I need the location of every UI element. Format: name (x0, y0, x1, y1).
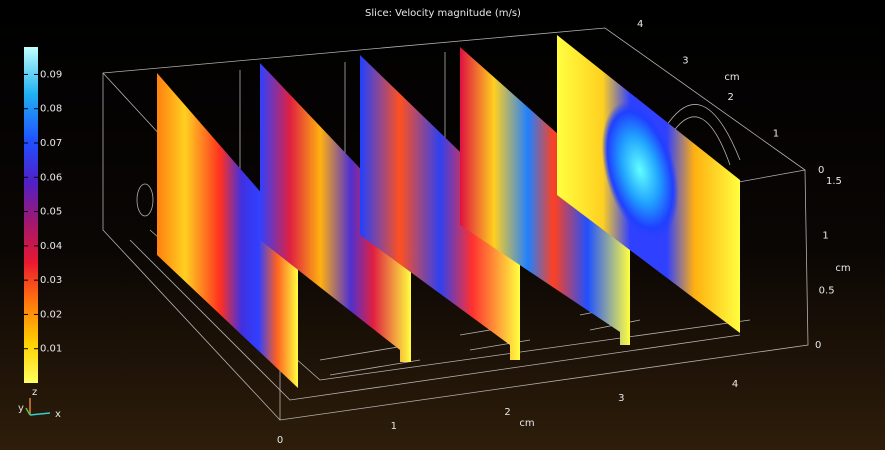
z-tick-label: 1.5 (826, 176, 842, 187)
x-tick-label: 3 (618, 393, 624, 404)
slice (157, 73, 298, 388)
z-tick-label: 0 (815, 340, 821, 351)
triad-axis (29, 412, 51, 416)
z-tick-label: 1 (822, 231, 828, 242)
x-axis-label: cm (519, 418, 534, 429)
colorbar-tick-label: 0.01 (40, 344, 62, 355)
x-tick-label: 4 (732, 379, 738, 390)
y-axis-label: cm (724, 72, 739, 83)
chart-title: Slice: Velocity magnitude (m/s) (365, 8, 521, 19)
z-axis-label: cm (835, 263, 850, 274)
x-tick-label: 1 (391, 421, 397, 432)
triad-axis (25, 407, 31, 416)
slice (360, 55, 520, 360)
slice (260, 63, 411, 362)
colorbar-tick-label: 0.09 (40, 69, 62, 80)
colorbar-tick-label: 0.03 (40, 275, 62, 286)
triad-label: x (55, 409, 61, 420)
colorbar-tick-label: 0.04 (40, 241, 62, 252)
z-tick-label: 0.5 (819, 285, 835, 296)
y-tick-label: 3 (682, 56, 688, 67)
colorbar-tick-label: 0.08 (40, 104, 62, 115)
y-tick-label: 0 (818, 165, 824, 176)
colorbar-tick-label: 0.02 (40, 309, 62, 320)
slice (460, 47, 630, 345)
triad-label: z (32, 387, 37, 398)
colorbar (24, 47, 38, 383)
triad: z y x (18, 387, 61, 420)
y-tick-label: 2 (728, 92, 734, 103)
colorbar-tick-label: 0.06 (40, 172, 62, 183)
y-tick-label: 4 (637, 19, 643, 30)
x-tick-label: 2 (504, 407, 510, 418)
colorbar-tick-label: 0.07 (40, 138, 62, 149)
colorbar-tick-label: 0.05 (40, 207, 62, 218)
y-tick-label: 1 (773, 129, 779, 140)
slices (157, 35, 740, 388)
x-tick-label: 0 (277, 435, 283, 446)
slice-blob (601, 101, 679, 239)
triad-label: y (18, 403, 24, 414)
